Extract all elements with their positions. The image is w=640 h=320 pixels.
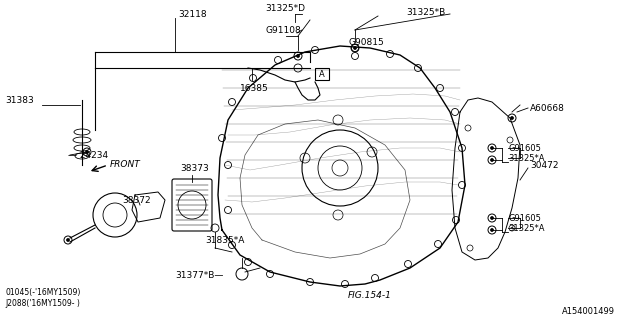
Text: G91605: G91605 bbox=[508, 213, 541, 222]
Text: A60668: A60668 bbox=[530, 103, 565, 113]
Text: G90815: G90815 bbox=[348, 37, 384, 46]
Text: 31325*A: 31325*A bbox=[508, 223, 545, 233]
Text: 32118: 32118 bbox=[178, 10, 207, 19]
Text: 31325*A: 31325*A bbox=[508, 154, 545, 163]
Circle shape bbox=[67, 238, 70, 242]
Circle shape bbox=[353, 46, 356, 50]
Circle shape bbox=[511, 116, 513, 119]
Text: G91108: G91108 bbox=[265, 26, 301, 35]
Text: 31325*B: 31325*B bbox=[406, 7, 445, 17]
Text: 31377*B—: 31377*B— bbox=[175, 270, 223, 279]
Circle shape bbox=[296, 54, 300, 58]
Text: 31325*D: 31325*D bbox=[265, 4, 305, 12]
Text: FRONT: FRONT bbox=[110, 159, 141, 169]
Text: A154001499: A154001499 bbox=[562, 308, 615, 316]
Text: 38373: 38373 bbox=[180, 164, 209, 172]
Text: J2088('16MY1509- ): J2088('16MY1509- ) bbox=[5, 299, 80, 308]
Circle shape bbox=[490, 158, 493, 162]
Text: 31835*A: 31835*A bbox=[205, 236, 244, 244]
Circle shape bbox=[490, 228, 493, 231]
Text: G91605: G91605 bbox=[508, 143, 541, 153]
Text: 01045(-'16MY1509): 01045(-'16MY1509) bbox=[5, 289, 81, 298]
Circle shape bbox=[86, 150, 88, 154]
Text: 16385: 16385 bbox=[240, 84, 269, 92]
Text: 38372: 38372 bbox=[122, 196, 150, 204]
Text: FIG.154-1: FIG.154-1 bbox=[348, 292, 392, 300]
Text: — 24234: — 24234 bbox=[68, 150, 108, 159]
Text: 30472: 30472 bbox=[530, 161, 559, 170]
Text: A: A bbox=[319, 69, 325, 78]
Circle shape bbox=[490, 147, 493, 149]
Circle shape bbox=[490, 217, 493, 220]
Text: 31383: 31383 bbox=[5, 95, 34, 105]
